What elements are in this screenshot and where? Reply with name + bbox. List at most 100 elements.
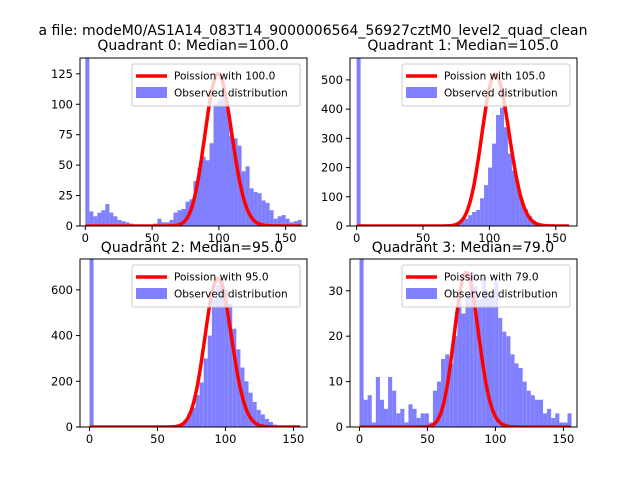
legend-observed-swatch <box>136 288 167 299</box>
quadrant-2-panel: 0 50 100 150 0 200 400 600 Quadrant 2: Median=9… <box>51 240 308 446</box>
histogram-bar <box>205 160 210 226</box>
histogram-bar <box>526 390 531 427</box>
quadrant-1-panel: Quadrant 1: Median=105.0 0 50 100 150 0 100 20… <box>321 38 578 245</box>
x-tick-label: 0 <box>82 231 89 245</box>
panel-title: Quadrant 0: Median=100.0 <box>97 38 288 54</box>
panel-title: Quadrant 1: Median=105.0 <box>367 38 558 54</box>
histogram-bar <box>507 153 512 226</box>
histogram-bar <box>404 422 409 427</box>
histogram-bar <box>199 382 204 427</box>
histogram-bars <box>89 259 302 427</box>
histogram-bar <box>197 167 202 226</box>
histogram-bars <box>356 58 568 226</box>
histogram-bar <box>461 313 466 427</box>
y-tick-label: 50 <box>58 158 73 172</box>
y-tick-label: 500 <box>321 73 343 87</box>
histogram-bar <box>193 180 198 226</box>
histogram-bar <box>468 215 473 226</box>
x-tick-label: 0 <box>86 432 93 446</box>
histogram-bar <box>173 212 178 226</box>
x-tick-label: 50 <box>416 231 431 245</box>
histogram-bar <box>169 219 174 226</box>
histogram-bar <box>510 354 515 427</box>
x-tick-label: 150 <box>282 432 304 446</box>
histogram-bar <box>432 390 437 427</box>
x-tick-label: 150 <box>275 231 297 245</box>
y-tick-label: 20 <box>328 329 343 343</box>
histogram-bar <box>181 208 186 226</box>
histogram-bar <box>217 99 222 226</box>
axes-frame <box>79 57 308 227</box>
histogram-bar <box>257 193 262 226</box>
histogram-bar <box>101 210 106 226</box>
histogram-bar <box>396 413 401 427</box>
legend-poisson-label: Poission with 79.0 <box>444 272 539 284</box>
histogram-bar <box>551 417 556 427</box>
histogram-bar <box>248 392 253 427</box>
histogram-bar <box>383 408 389 427</box>
histogram-bar <box>273 218 278 226</box>
histogram-bar <box>492 143 497 226</box>
legend-observed-label: Observed distribution <box>174 289 288 301</box>
histogram-bar <box>519 200 524 226</box>
histogram-bar <box>494 281 499 427</box>
histogram-bar <box>261 200 266 226</box>
histogram-bar <box>249 188 254 226</box>
x-tick-label: 100 <box>484 432 506 446</box>
histogram-bar <box>555 413 560 427</box>
histogram-bar <box>453 336 458 427</box>
histogram-bar <box>515 185 520 226</box>
legend-poisson-label: Poission with 95.0 <box>174 272 269 284</box>
histogram-bar <box>252 401 257 427</box>
axes-frame <box>349 57 578 227</box>
histogram-bar <box>232 328 237 427</box>
histogram-bar <box>117 219 122 226</box>
figure-title: a file: modeM0/AS1A14_083T14_9000006564_… <box>39 23 588 39</box>
histogram-bar <box>285 218 290 226</box>
histogram-bar <box>297 219 302 226</box>
histogram-bar <box>502 331 507 427</box>
histogram-bar <box>480 198 485 226</box>
histogram-bar <box>460 219 465 226</box>
histogram-bar <box>165 222 170 226</box>
histogram-bar <box>481 277 486 427</box>
legend-observed-swatch <box>136 87 167 98</box>
histogram-bar <box>488 167 493 226</box>
histogram-bar <box>281 215 286 226</box>
x-tick-label: 50 <box>420 432 435 446</box>
histogram-bar <box>215 285 221 427</box>
histogram-bar <box>496 114 501 226</box>
histogram-bar <box>356 58 361 226</box>
histogram-bar <box>441 358 446 427</box>
histogram-bar <box>559 422 564 427</box>
y-tick-label: 75 <box>58 128 73 142</box>
y-tick-label: 400 <box>321 102 343 116</box>
histogram-bar <box>289 222 294 226</box>
histogram-bar <box>465 295 470 427</box>
histogram-bar <box>485 290 491 427</box>
histogram-bar <box>484 185 489 226</box>
histogram-bar <box>359 259 364 427</box>
histogram-bar <box>89 211 94 226</box>
legend-observed-label: Observed distribution <box>444 88 558 100</box>
histogram-bar <box>543 413 548 427</box>
histogram-bar <box>244 381 249 427</box>
y-tick-label: 25 <box>58 189 73 203</box>
legend-poisson-label: Poission with 100.0 <box>174 71 275 83</box>
histogram-bar <box>228 303 233 427</box>
histogram-bar <box>121 221 126 226</box>
histogram-bar <box>375 377 380 427</box>
x-tick-label: 50 <box>150 432 165 446</box>
histogram-bar <box>245 166 250 226</box>
histogram-bar <box>522 381 527 427</box>
histogram-bar <box>225 104 230 226</box>
histogram-bar <box>220 280 225 427</box>
histogram-bar <box>105 204 110 226</box>
histogram-bar <box>506 336 511 427</box>
histogram-bar <box>161 222 166 226</box>
histogram-bar <box>400 408 405 427</box>
y-tick-label: 600 <box>51 283 73 297</box>
legend: Poission with 79.0 Observed distribution <box>401 264 571 308</box>
quadrant-0-panel: Quadrant 0: Median=100.0 0 50 100 150 0 25 50 7… <box>51 38 308 245</box>
